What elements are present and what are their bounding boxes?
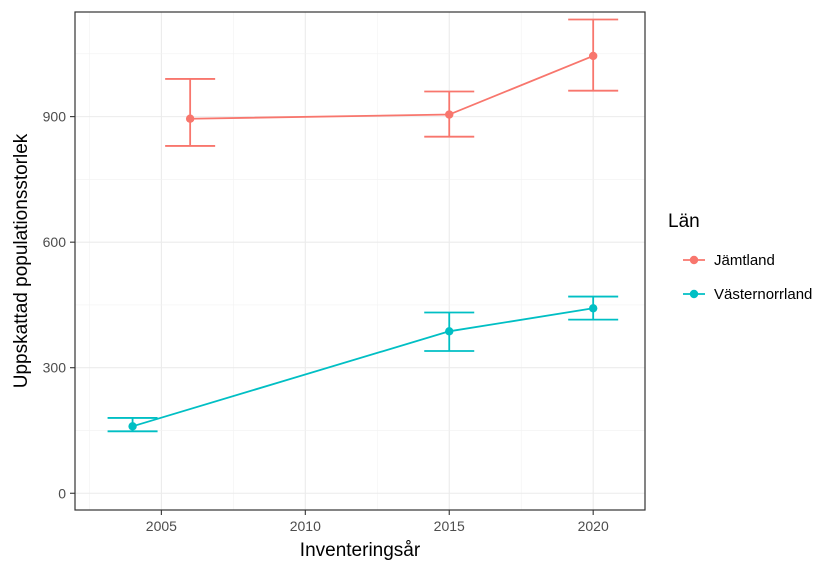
data-point [445, 327, 454, 336]
x-tick-label: 2010 [290, 518, 321, 534]
data-point [588, 304, 598, 313]
y-tick-label: 300 [43, 360, 67, 376]
legend-entry-jämtland: Jämtland [683, 252, 775, 269]
x-axis-title: Inventeringsår [300, 540, 421, 561]
series-layer [107, 18, 619, 433]
x-tick-label: 2020 [578, 518, 609, 534]
y-axis-title: Uppskattad populationsstorlek [11, 133, 32, 388]
panel-background [75, 12, 645, 510]
legend-title: Län [668, 211, 700, 232]
legend-key-point [689, 255, 699, 265]
legend-label: Västernorrland [714, 286, 812, 303]
legend-key-point [689, 289, 699, 299]
y-tick-label: 0 [58, 485, 66, 501]
data-point [128, 422, 137, 431]
legend: Län Jämtland Västernorrland [668, 211, 812, 303]
x-tick-label: 2015 [434, 518, 465, 534]
legend-label: Jämtland [714, 252, 775, 269]
x-axis: 2005 2010 2015 2020 [146, 510, 609, 534]
data-point [445, 110, 454, 119]
series-västernorrland [107, 295, 619, 433]
data-point [588, 51, 598, 61]
y-tick-label: 900 [43, 109, 67, 125]
legend-entry-västernorrland: Västernorrland [683, 286, 812, 303]
panel-border [74, 11, 646, 511]
data-point [185, 114, 195, 123]
y-tick-label: 600 [43, 234, 67, 250]
series-jämtland [165, 18, 619, 147]
y-axis: 0 300 600 900 [43, 109, 75, 501]
x-tick-label: 2005 [146, 518, 177, 534]
